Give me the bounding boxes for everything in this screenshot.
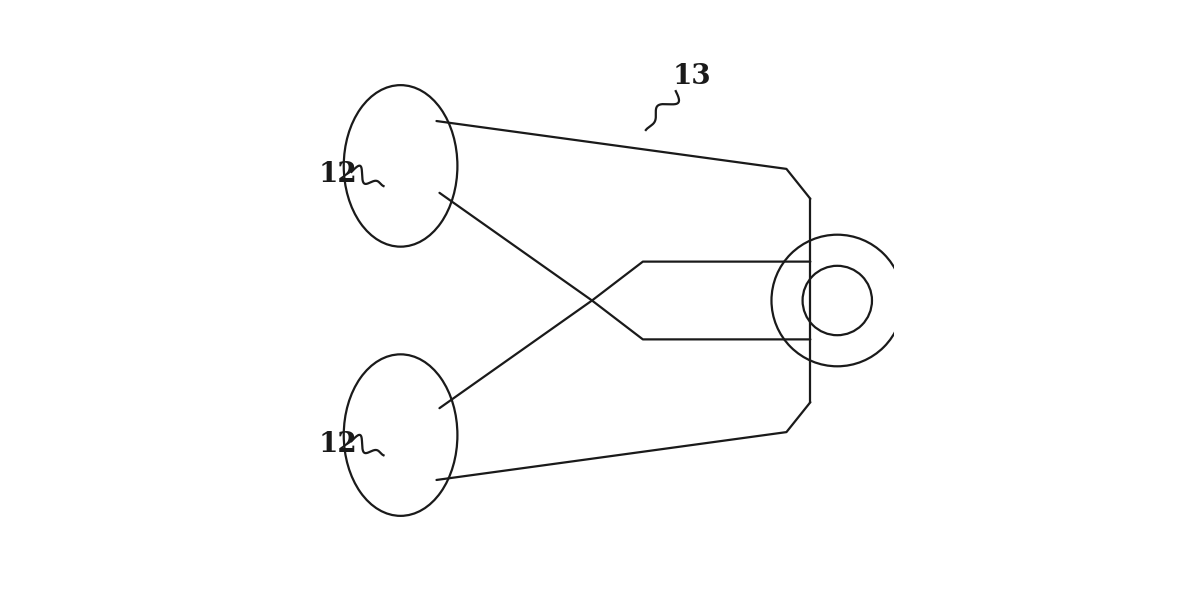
Text: 13: 13 (672, 63, 712, 90)
Text: 12: 12 (319, 162, 357, 188)
Text: 12: 12 (319, 430, 357, 457)
